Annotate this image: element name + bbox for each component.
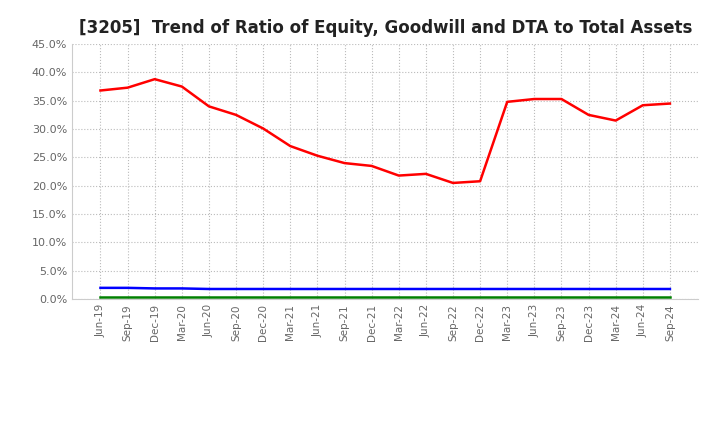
Goodwill (313, 286, 322, 292)
Equity (530, 96, 539, 102)
Goodwill (178, 286, 186, 291)
Goodwill (530, 286, 539, 292)
Equity (421, 171, 430, 176)
Deferred Tax Assets (204, 295, 213, 300)
Goodwill (259, 286, 268, 292)
Deferred Tax Assets (232, 295, 240, 300)
Deferred Tax Assets (313, 295, 322, 300)
Goodwill (367, 286, 376, 292)
Line: Equity: Equity (101, 79, 670, 183)
Deferred Tax Assets (639, 295, 647, 300)
Deferred Tax Assets (123, 295, 132, 300)
Deferred Tax Assets (341, 295, 349, 300)
Goodwill (557, 286, 566, 292)
Goodwill (341, 286, 349, 292)
Equity (639, 103, 647, 108)
Goodwill (232, 286, 240, 292)
Deferred Tax Assets (503, 295, 511, 300)
Deferred Tax Assets (421, 295, 430, 300)
Equity (557, 96, 566, 102)
Equity (123, 85, 132, 90)
Equity (395, 173, 403, 178)
Deferred Tax Assets (476, 295, 485, 300)
Deferred Tax Assets (150, 295, 159, 300)
Goodwill (421, 286, 430, 292)
Equity (665, 101, 674, 106)
Equity (313, 153, 322, 158)
Deferred Tax Assets (286, 295, 294, 300)
Equity (178, 84, 186, 89)
Equity (503, 99, 511, 104)
Equity (232, 112, 240, 117)
Goodwill (286, 286, 294, 292)
Equity (204, 104, 213, 109)
Goodwill (449, 286, 457, 292)
Deferred Tax Assets (611, 295, 620, 300)
Deferred Tax Assets (259, 295, 268, 300)
Goodwill (204, 286, 213, 292)
Equity (341, 161, 349, 166)
Title: [3205]  Trend of Ratio of Equity, Goodwill and DTA to Total Assets: [3205] Trend of Ratio of Equity, Goodwil… (78, 19, 692, 37)
Deferred Tax Assets (665, 295, 674, 300)
Legend: Equity, Goodwill, Deferred Tax Assets: Equity, Goodwill, Deferred Tax Assets (191, 438, 580, 440)
Deferred Tax Assets (367, 295, 376, 300)
Equity (367, 163, 376, 169)
Goodwill (503, 286, 511, 292)
Goodwill (611, 286, 620, 292)
Equity (476, 179, 485, 184)
Goodwill (665, 286, 674, 292)
Equity (259, 126, 268, 131)
Equity (584, 112, 593, 117)
Equity (611, 118, 620, 123)
Goodwill (150, 286, 159, 291)
Deferred Tax Assets (395, 295, 403, 300)
Deferred Tax Assets (530, 295, 539, 300)
Deferred Tax Assets (178, 295, 186, 300)
Goodwill (123, 285, 132, 290)
Equity (286, 143, 294, 149)
Deferred Tax Assets (96, 295, 105, 300)
Goodwill (639, 286, 647, 292)
Goodwill (584, 286, 593, 292)
Line: Goodwill: Goodwill (101, 288, 670, 289)
Equity (150, 77, 159, 82)
Deferred Tax Assets (449, 295, 457, 300)
Goodwill (476, 286, 485, 292)
Goodwill (395, 286, 403, 292)
Deferred Tax Assets (557, 295, 566, 300)
Deferred Tax Assets (584, 295, 593, 300)
Equity (449, 180, 457, 186)
Goodwill (96, 285, 105, 290)
Equity (96, 88, 105, 93)
